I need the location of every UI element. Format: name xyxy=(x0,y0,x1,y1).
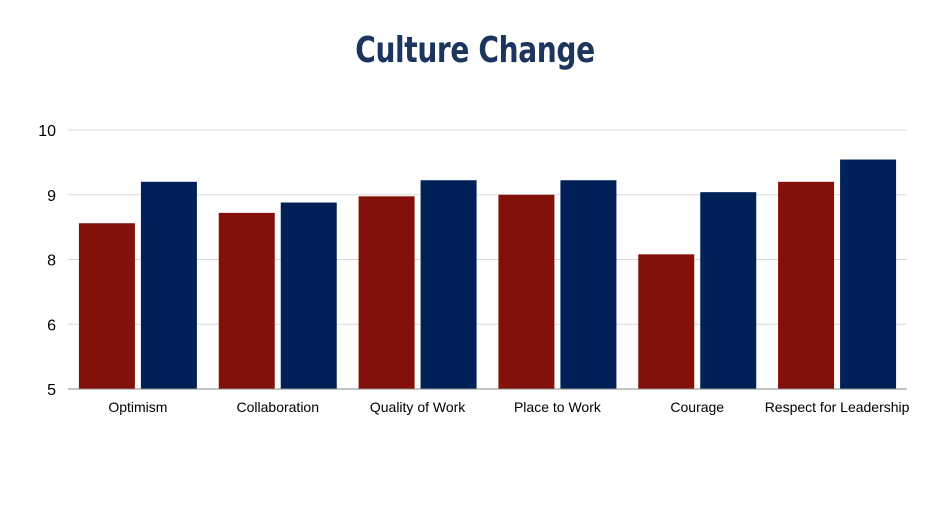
y-tick-label: 8 xyxy=(47,253,56,270)
bar-courage-series-2 xyxy=(700,192,757,389)
x-category-label: Courage xyxy=(670,399,724,415)
x-category-label: Collaboration xyxy=(237,399,320,415)
bar-collaboration-series-1 xyxy=(218,212,275,389)
x-category-label: Quality of Work xyxy=(370,399,466,415)
y-tick-label: 5 xyxy=(47,382,56,399)
y-axis-ticks: 10 9 8 6 5 xyxy=(38,123,56,399)
bar-optimism-series-1 xyxy=(78,223,135,389)
gridlines xyxy=(68,129,907,325)
bar-optimism-series-2 xyxy=(140,181,197,389)
bar-respect-for-leadership-series-2 xyxy=(840,159,897,389)
x-axis-labels: Optimism Collaboration Quality of Work Plac… xyxy=(108,399,909,415)
bar-place-to-work-series-2 xyxy=(560,180,617,389)
chart-title: Culture Change xyxy=(355,30,595,71)
bar-collaboration-series-2 xyxy=(280,202,337,389)
bar-quality-of-work-series-2 xyxy=(420,180,477,389)
bar-quality-of-work-series-1 xyxy=(358,196,415,389)
bar-courage-series-1 xyxy=(638,254,695,389)
x-category-label: Respect for Leadership xyxy=(765,399,910,415)
x-category-label: Optimism xyxy=(108,399,167,415)
bar-place-to-work-series-1 xyxy=(498,194,555,389)
y-tick-label: 6 xyxy=(47,317,56,334)
bars xyxy=(78,159,897,389)
y-tick-label: 10 xyxy=(38,123,56,140)
bar-respect-for-leadership-series-1 xyxy=(778,181,835,389)
y-tick-label: 9 xyxy=(47,188,56,205)
x-category-label: Place to Work xyxy=(514,399,602,415)
